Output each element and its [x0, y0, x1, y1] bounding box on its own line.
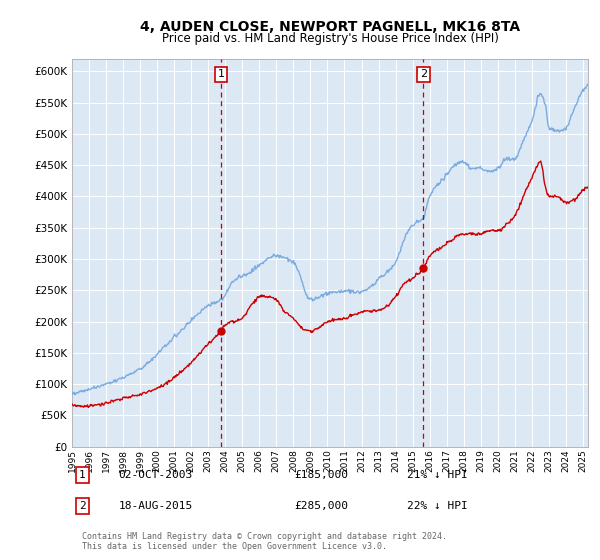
Text: Price paid vs. HM Land Registry's House Price Index (HPI): Price paid vs. HM Land Registry's House …	[161, 32, 499, 45]
Text: 4, AUDEN CLOSE, NEWPORT PAGNELL, MK16 8TA: 4, AUDEN CLOSE, NEWPORT PAGNELL, MK16 8T…	[140, 20, 520, 34]
Text: 02-OCT-2003: 02-OCT-2003	[118, 470, 193, 480]
Text: Contains HM Land Registry data © Crown copyright and database right 2024.: Contains HM Land Registry data © Crown c…	[82, 532, 448, 541]
Text: £185,000: £185,000	[294, 470, 348, 480]
Text: 1: 1	[218, 69, 224, 80]
Text: 1: 1	[79, 470, 86, 480]
Text: £285,000: £285,000	[294, 501, 348, 511]
Text: 2: 2	[420, 69, 427, 80]
Text: This data is licensed under the Open Government Licence v3.0.: This data is licensed under the Open Gov…	[82, 542, 388, 551]
Text: 22% ↓ HPI: 22% ↓ HPI	[407, 501, 468, 511]
Text: 18-AUG-2015: 18-AUG-2015	[118, 501, 193, 511]
Text: 2: 2	[79, 501, 86, 511]
Text: 21% ↓ HPI: 21% ↓ HPI	[407, 470, 468, 480]
